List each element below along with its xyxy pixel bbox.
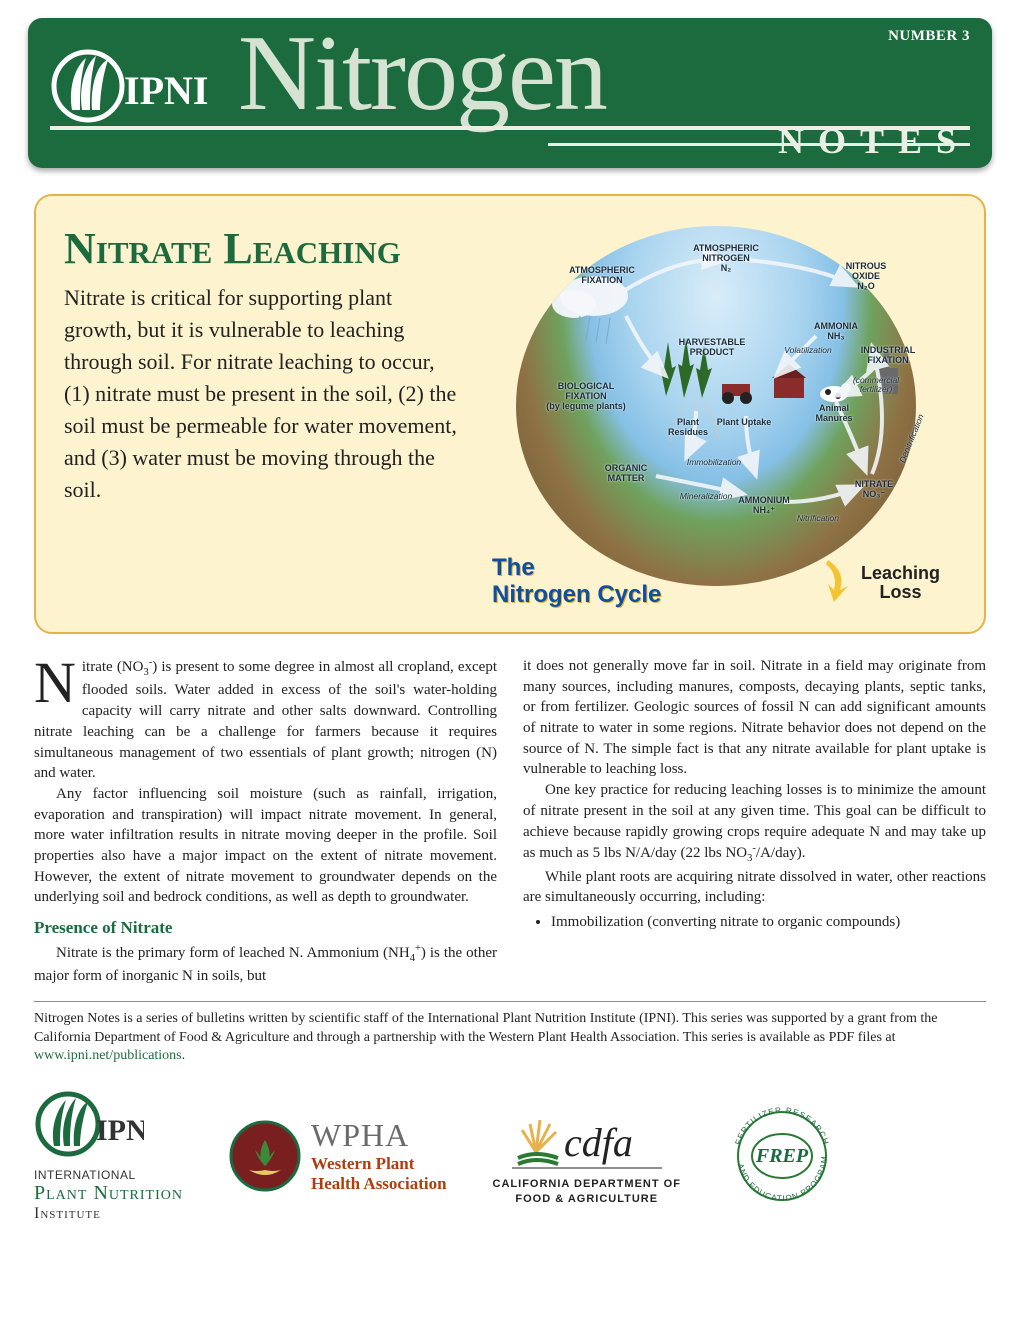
ipni-line2: Plant Nutrition — [34, 1184, 183, 1203]
ipni-logo-icon: IPNI — [50, 46, 220, 126]
body-p1: Nitrate (NO3-) is present to some degree… — [34, 656, 497, 784]
frep-logo: FERTILIZER RESEARCH AND EDUCATION PROGRA… — [727, 1101, 837, 1211]
diagram-label: ATMOSPHERICFIXATION — [569, 266, 635, 286]
body-col-right: it does not generally move far in soil. … — [523, 656, 986, 987]
body-p5: One key practice for reducing leaching l… — [523, 780, 986, 867]
leaching-arrow-icon — [820, 558, 850, 602]
cdfa-sub1: CALIFORNIA DEPARTMENT OF — [493, 1178, 681, 1191]
ipni-line1: INTERNATIONAL — [34, 1168, 136, 1182]
ipni-footer-logo: IPNI INTERNATIONAL Plant Nutrition Insti… — [34, 1088, 183, 1223]
diagram-label: HARVESTABLEPRODUCT — [679, 338, 746, 358]
diagram-label: (commercial fertilizer) — [853, 376, 899, 395]
svg-text:IPNI: IPNI — [96, 1114, 144, 1147]
svg-text:FREP: FREP — [755, 1145, 809, 1167]
footer-logos: IPNI INTERNATIONAL Plant Nutrition Insti… — [34, 1088, 986, 1223]
diagram-label: Volatilization — [784, 346, 831, 355]
cdfa-icon: cdfa — [512, 1106, 662, 1176]
issue-number: NUMBER 3 — [888, 28, 970, 45]
body-bullets: Immobilization (converting nitrate to or… — [551, 912, 986, 933]
wpha-icon — [229, 1120, 301, 1192]
intro-title: Nitrate Leaching — [64, 226, 464, 272]
diagram-label: Mineralization — [680, 492, 732, 501]
body-p4: it does not generally move far in soil. … — [523, 656, 986, 780]
diagram-title: The Nitrogen Cycle — [492, 555, 661, 608]
frep-icon: FERTILIZER RESEARCH AND EDUCATION PROGRA… — [727, 1101, 837, 1211]
bullet-immobilization: Immobilization (converting nitrate to or… — [551, 912, 986, 933]
wpha-title: WPHA — [311, 1117, 447, 1154]
wpha-sub1: Western Plant — [311, 1154, 447, 1174]
footnote-link[interactable]: www.ipni.net/publications — [34, 1048, 182, 1063]
diagram-leaching-loss-label: Leaching Loss — [861, 564, 940, 602]
footer-rule — [34, 1001, 986, 1002]
intro-body: Nitrate is critical for supporting plant… — [64, 282, 464, 505]
footnote-text: Nitrogen Notes is a series of bulletins … — [34, 1011, 937, 1045]
intro-box: Nitrate Leaching Nitrate is critical for… — [34, 194, 986, 634]
footnote: Nitrogen Notes is a series of bulletins … — [34, 1010, 986, 1067]
diagram-label: ATMOSPHERICNITROGENN₂ — [693, 244, 759, 274]
diagram-label: PlantResidues — [668, 418, 708, 438]
ipni-text: IPNI — [124, 68, 208, 113]
diagram-label: Nitrification — [797, 514, 839, 523]
diagram-label: AMMONIUMNH₄⁺ — [738, 496, 790, 516]
ipni-banner-logo: IPNI — [50, 46, 220, 126]
cdfa-sub2: FOOD & AGRICULTURE — [515, 1193, 658, 1206]
subhead-presence: Presence of Nitrate — [34, 916, 497, 939]
diagram-label: Immobilization — [687, 458, 741, 467]
diagram-label: Plant Uptake — [717, 418, 772, 428]
ipni-line3: Institute — [34, 1205, 101, 1223]
diagram-label: NITROUSOXIDEN₂O — [846, 262, 887, 292]
intro-text-column: Nitrate Leaching Nitrate is critical for… — [64, 226, 464, 606]
svg-text:FERTILIZER RESEARCH: FERTILIZER RESEARCH — [734, 1106, 831, 1146]
body-p2: Any factor influencing soil moisture (su… — [34, 784, 497, 908]
ipni-footer-icon: IPNI — [34, 1088, 144, 1166]
diagram-label: Denitrification — [898, 413, 926, 464]
diagram-label: NITRATENO₃⁻ — [855, 480, 893, 500]
svg-text:cdfa: cdfa — [564, 1120, 633, 1165]
body-p6: While plant roots are acquiring nitrate … — [523, 867, 986, 908]
body-p3: Nitrate is the primary form of leached N… — [34, 942, 497, 987]
banner-title: Nitrogen — [238, 18, 606, 136]
diagram-label: AnimalManures — [815, 404, 852, 424]
footnote-after: . — [182, 1048, 186, 1063]
diagram-label: AMMONIANH₃ — [814, 322, 858, 342]
nitrogen-cycle-diagram: ATMOSPHERICNITROGENN₂ ATMOSPHERICFIXATION… — [486, 226, 956, 606]
diagram-label: BIOLOGICALFIXATION(by legume plants) — [546, 382, 626, 412]
banner-subtitle: NOTES — [778, 120, 970, 162]
header-banner: NUMBER 3 IPNI Nitrogen NOTES — [28, 18, 992, 168]
diagram-label: ORGANICMATTER — [605, 464, 648, 484]
diagram-label: INDUSTRIALFIXATION — [861, 346, 916, 366]
wpha-logo: WPHA Western Plant Health Association — [229, 1117, 447, 1194]
body-columns: Nitrate (NO3-) is present to some degree… — [34, 656, 986, 987]
cdfa-logo: cdfa CALIFORNIA DEPARTMENT OF FOOD & AGR… — [493, 1106, 681, 1206]
wpha-sub2: Health Association — [311, 1174, 447, 1194]
body-col-left: Nitrate (NO3-) is present to some degree… — [34, 656, 497, 987]
